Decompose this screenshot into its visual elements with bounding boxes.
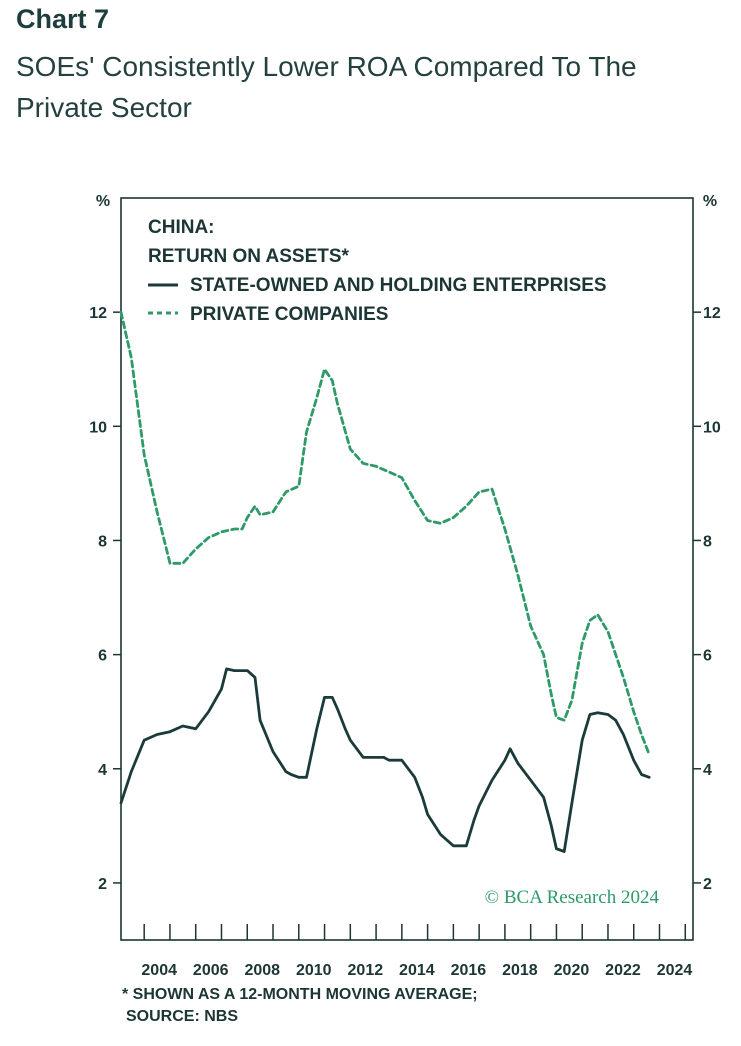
y-tick-label-right-10: 10: [703, 419, 721, 436]
footnote: * SHOWN AS A 12-MONTH MOVING AVERAGE; SO…: [122, 984, 478, 1028]
y-tick-label-right-6: 6: [703, 648, 712, 665]
y-tick-label-right-2: 2: [703, 876, 712, 893]
footnote-line-2: SOURCE: NBS: [126, 1008, 239, 1025]
y-tick-label-right-4: 4: [703, 762, 712, 779]
x-tick-label-2024: 2024: [657, 962, 693, 979]
x-tick-label-2004: 2004: [141, 962, 177, 979]
y-unit-left: %: [96, 193, 110, 210]
footnote-line-1: * SHOWN AS A 12-MONTH MOVING AVERAGE;: [122, 986, 478, 1003]
series-line-private: [119, 310, 651, 756]
series-line-soe: [119, 667, 651, 853]
chart-subheading: RETURN ON ASSETS*: [148, 246, 350, 267]
y-tick-label-left-2: 2: [98, 876, 107, 893]
chart-title: SOEs' Consistently Lower ROA Compared To…: [16, 51, 637, 123]
plot-frame: [120, 197, 694, 941]
chart-label: Chart 7: [16, 4, 110, 34]
y-tick-label-right-12: 12: [703, 305, 721, 322]
y-tick-label-left-12: 12: [89, 305, 107, 322]
y-unit-right: %: [703, 193, 717, 210]
x-tick-label-2016: 2016: [451, 962, 487, 979]
y-tick-label-left-8: 8: [98, 533, 107, 550]
copyright-watermark: © BCA Research 2024: [485, 887, 660, 908]
x-tick-label-2014: 2014: [399, 962, 435, 979]
y-tick-label-left-4: 4: [98, 762, 107, 779]
x-tick-label-2020: 2020: [554, 962, 590, 979]
y-tick-label-right-8: 8: [703, 533, 712, 550]
x-tick-label-2008: 2008: [244, 962, 280, 979]
x-tick-label-2018: 2018: [502, 962, 538, 979]
legend-label-private: PRIVATE COMPANIES: [190, 304, 388, 325]
x-tick-label-2006: 2006: [193, 962, 229, 979]
x-tick-label-2022: 2022: [605, 962, 641, 979]
x-tick-label-2010: 2010: [296, 962, 332, 979]
legend-label-soe: STATE-OWNED AND HOLDING ENTERPRISES: [190, 275, 607, 296]
chart-heading: CHINA:: [148, 217, 215, 238]
y-tick-label-left-10: 10: [89, 419, 107, 436]
x-tick-label-2012: 2012: [348, 962, 384, 979]
y-tick-label-left-6: 6: [98, 648, 107, 665]
